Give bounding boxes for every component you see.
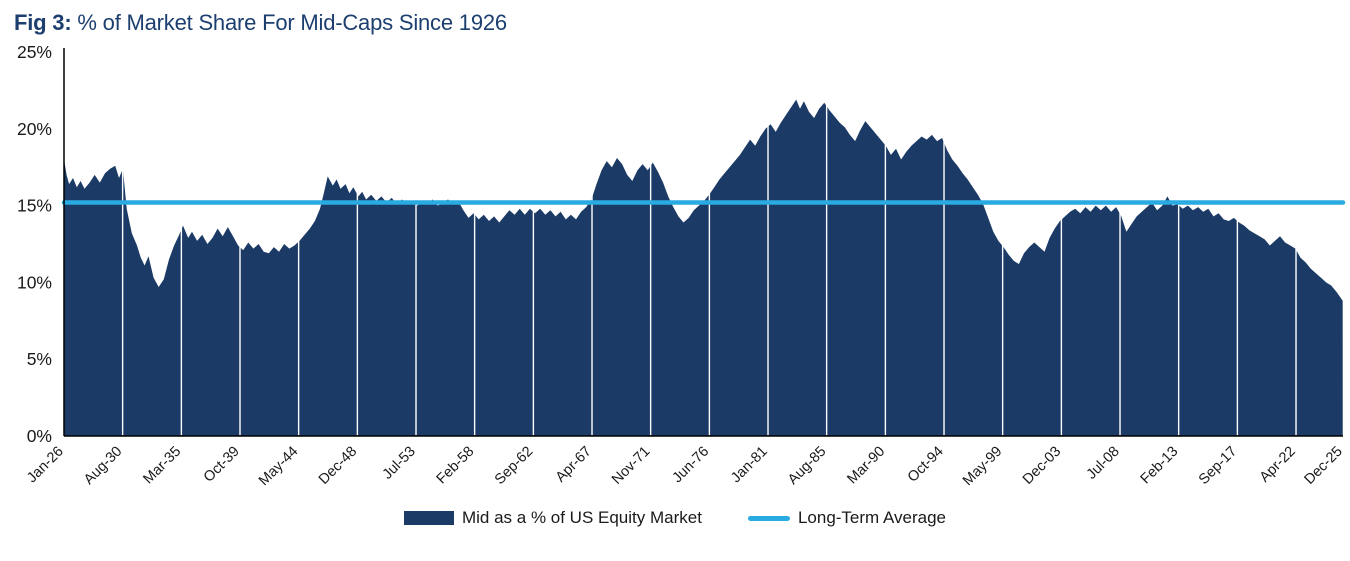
legend-label-long-term-average: Long-Term Average xyxy=(797,508,947,527)
legend: Mid as a % of US Equity Market Long-Term… xyxy=(0,508,1350,528)
x-tick-label: Jul-53 xyxy=(380,444,419,483)
legend-label-mid-share: Mid as a % of US Equity Market xyxy=(461,508,702,527)
x-tick-label: Aug-30 xyxy=(81,444,125,488)
x-tick-label: Mar-90 xyxy=(844,444,888,488)
x-tick-label: Sep-17 xyxy=(1196,444,1240,488)
x-tick-label: Feb-13 xyxy=(1138,444,1182,488)
x-tick-label: Apr-22 xyxy=(1257,444,1299,486)
legend-item-long-term-average: Long-Term Average xyxy=(747,508,947,528)
x-tick-label: Dec-03 xyxy=(1020,444,1064,488)
x-tick-label: Dec-25 xyxy=(1301,444,1345,488)
x-tick-label: Oct-39 xyxy=(201,444,243,486)
chart-title-text: % of Market Share For Mid-Caps Since 192… xyxy=(71,10,507,35)
chart-title: Fig 3: % of Market Share For Mid-Caps Si… xyxy=(0,0,1350,36)
midcap-share-chart: 0% 5% 10% 15% 20% 25% Jan-26 Aug-30 Mar-35 Oct-39… xyxy=(17,42,1346,490)
y-tick-label: 20% xyxy=(17,119,52,139)
chart-title-prefix: Fig 3: xyxy=(14,10,72,35)
x-tick-label: Jan-81 xyxy=(728,444,771,487)
x-tick-label: Oct-94 xyxy=(905,444,947,486)
average-line-swatch-icon xyxy=(747,515,790,521)
chart-area: 0% 5% 10% 15% 20% 25% Jan-26 Aug-30 Mar-35 Oct-39… xyxy=(0,36,1350,506)
x-tick-label: Mar-35 xyxy=(140,444,184,488)
x-tick-label: Aug-85 xyxy=(785,444,829,488)
x-tick-label: Jun-76 xyxy=(670,444,713,487)
x-tick-label: Jan-26 xyxy=(24,444,67,487)
y-tick-label: 5% xyxy=(27,349,52,369)
x-tick-label: May-99 xyxy=(960,444,1006,490)
x-tick-label: Apr-67 xyxy=(553,444,595,486)
y-tick-label: 0% xyxy=(27,426,52,446)
x-tick-label: Jul-08 xyxy=(1084,444,1123,483)
area-series-swatch-icon xyxy=(403,511,454,525)
x-tick-label: May-44 xyxy=(256,444,302,490)
x-tick-label: Nov-71 xyxy=(609,444,653,488)
y-tick-label: 10% xyxy=(17,272,52,292)
area-series xyxy=(64,99,1343,436)
x-tick-label: Sep-62 xyxy=(492,444,536,488)
y-tick-label: 15% xyxy=(17,196,52,216)
legend-item-mid-share: Mid as a % of US Equity Market xyxy=(403,508,702,528)
x-tick-label: Dec-48 xyxy=(316,444,360,488)
y-tick-label: 25% xyxy=(17,42,52,62)
x-tick-label: Feb-58 xyxy=(434,444,478,488)
